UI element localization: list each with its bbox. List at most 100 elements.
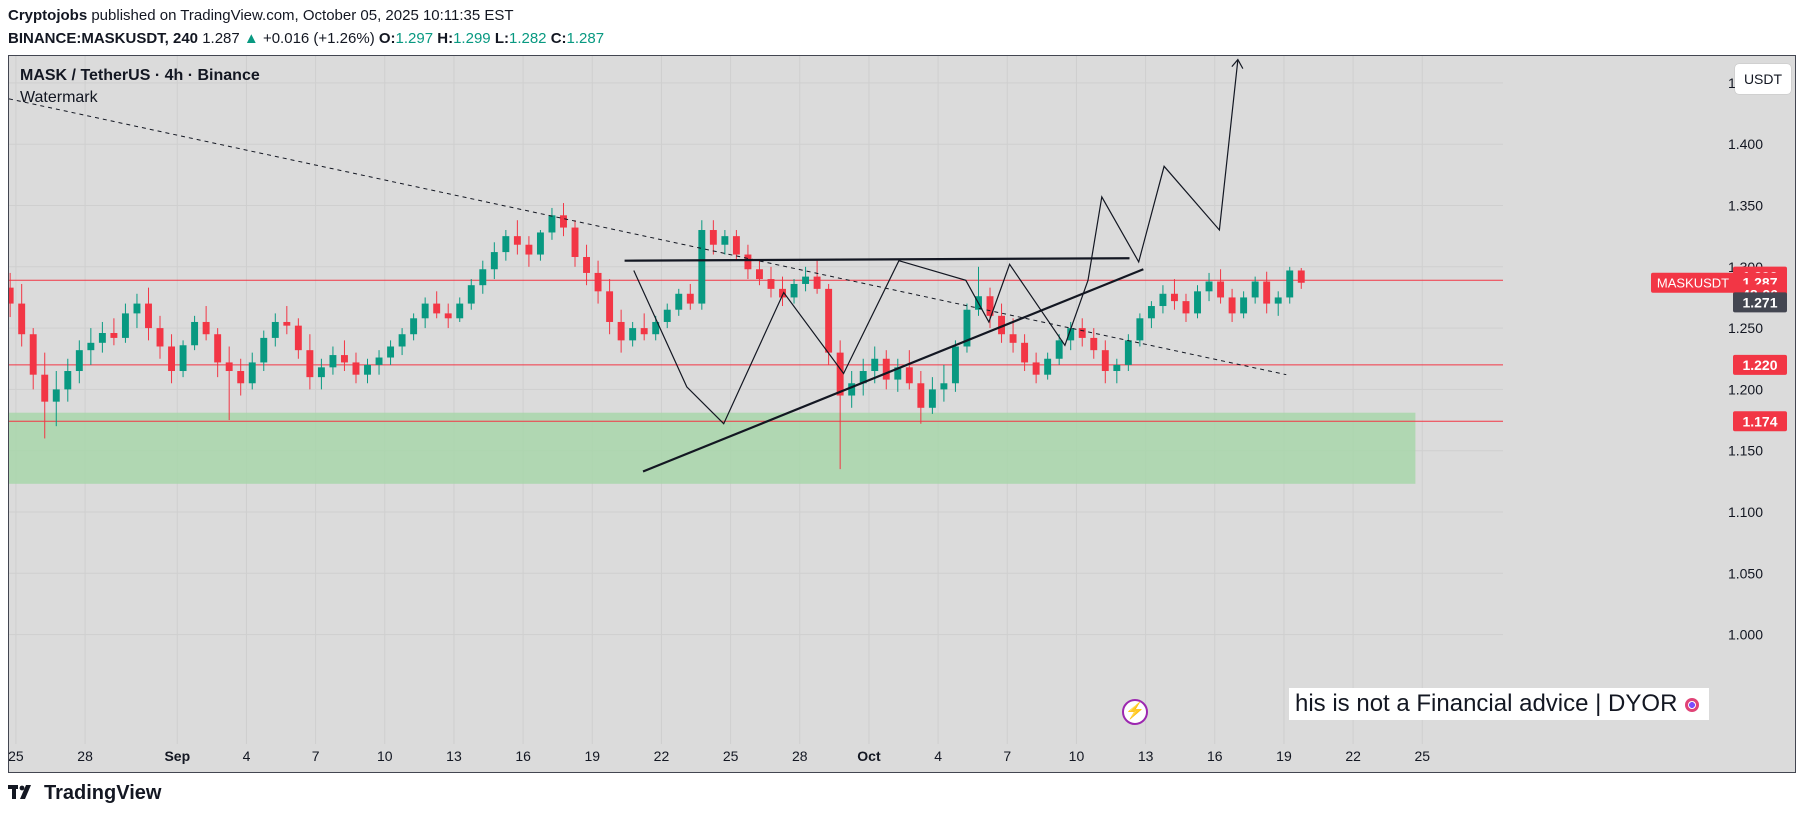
price-label-text: 1.220 <box>1742 357 1777 373</box>
close-label: C: <box>550 30 567 47</box>
candle <box>951 340 959 392</box>
chart-legend-subtitle: Watermark <box>20 89 98 106</box>
candle <box>1240 291 1248 319</box>
chart-frame[interactable]: 1.4501.4001.3501.3001.2501.2001.1501.100… <box>8 55 1796 773</box>
y-tick-label: 1.350 <box>1728 198 1763 214</box>
price-change: +0.016 (+1.26%) <box>262 30 375 47</box>
candle-body <box>375 357 383 365</box>
price-chart[interactable]: 1.4501.4001.3501.3001.2501.2001.1501.100… <box>9 56 1795 772</box>
candle-body <box>145 303 152 329</box>
candle-body <box>1124 340 1132 365</box>
candle <box>467 279 475 310</box>
candle-body <box>433 303 441 314</box>
tradingview-brand[interactable]: TradingView <box>8 782 161 805</box>
price-label-box <box>1733 292 1787 313</box>
candle <box>940 364 948 402</box>
candle <box>479 260 487 294</box>
candle <box>1101 340 1109 384</box>
lightning-icon[interactable]: ⚡ <box>1122 699 1148 725</box>
candle-body <box>1182 301 1190 314</box>
candle <box>410 313 418 341</box>
candle <box>398 328 406 356</box>
trendline-ascending-support <box>642 268 1144 473</box>
candle-body <box>1044 358 1052 375</box>
candle <box>214 328 222 378</box>
candle-body <box>352 362 360 375</box>
x-tick-label: 25 <box>9 748 24 764</box>
candle <box>1055 334 1063 365</box>
trendline-descending-dashed <box>9 98 1287 376</box>
candle-body <box>813 276 821 289</box>
candle <box>1228 288 1236 322</box>
candle-body <box>617 321 625 341</box>
high-value: 1.299 <box>453 30 491 47</box>
candle <box>536 230 544 261</box>
candle-body <box>928 389 936 408</box>
candle <box>110 318 118 346</box>
candle <box>1147 301 1155 329</box>
candle <box>352 352 360 384</box>
candle-body <box>536 232 544 255</box>
candle <box>1263 271 1271 314</box>
candle-body <box>260 337 268 363</box>
candle-body <box>986 296 994 316</box>
x-tick-label: Sep <box>164 748 190 764</box>
currency-unit-button[interactable]: USDT <box>1735 64 1791 94</box>
candle <box>1205 272 1213 302</box>
candle-body <box>421 303 429 319</box>
candle-body <box>490 252 498 270</box>
candle-body <box>571 227 579 257</box>
candle-body <box>410 318 418 335</box>
candle <box>456 297 464 322</box>
x-tick-label: 22 <box>1345 748 1361 764</box>
candle <box>237 358 245 396</box>
candle-body <box>606 291 614 322</box>
candle-body <box>9 287 14 304</box>
y-tick-label: 1.000 <box>1728 627 1763 643</box>
candle <box>364 358 371 384</box>
candle <box>1078 318 1086 347</box>
y-tick-label: 1.250 <box>1728 320 1763 336</box>
candle <box>375 350 383 375</box>
candle-body <box>1274 297 1282 304</box>
candle-body <box>583 256 590 273</box>
candle <box>894 358 902 392</box>
candle-body <box>848 383 856 396</box>
candle-body <box>859 371 867 384</box>
candle-body <box>686 293 694 304</box>
candle-body <box>191 321 199 346</box>
candle-body <box>444 313 452 319</box>
x-tick-label: Oct <box>857 748 881 764</box>
candle-body <box>1101 350 1109 372</box>
x-tick-label: 25 <box>723 748 739 764</box>
disclaimer-label: his is not a Financial advice | DYOR <box>1295 690 1678 717</box>
candle-body <box>214 334 222 363</box>
author-name[interactable]: Cryptojobs <box>8 7 88 24</box>
candle-body <box>156 328 164 347</box>
candle-body <box>1009 334 1017 343</box>
candle <box>329 346 337 375</box>
candle <box>1274 291 1282 316</box>
candle-body <box>1113 364 1121 372</box>
candle <box>283 306 291 335</box>
projection-arrowhead <box>1231 58 1244 69</box>
candle <box>260 330 268 372</box>
candle <box>490 242 498 280</box>
candle <box>560 203 567 237</box>
candle-body <box>663 309 671 322</box>
candle <box>1251 276 1259 304</box>
y-tick-label: 1.150 <box>1728 443 1763 459</box>
candle <box>179 340 187 378</box>
candle-body <box>271 321 279 338</box>
candle <box>998 303 1005 343</box>
candle <box>64 358 72 402</box>
x-tick-label: 7 <box>312 748 320 764</box>
candle <box>825 283 833 365</box>
low-value: 1.282 <box>508 30 547 47</box>
candle-body <box>467 285 475 304</box>
disclaimer-text: his is not a Financial advice | DYOR <box>1289 688 1710 720</box>
y-tick-label: 1.200 <box>1728 381 1763 397</box>
candle-body <box>1171 293 1178 302</box>
candle <box>698 220 706 310</box>
candle-body <box>836 352 844 396</box>
